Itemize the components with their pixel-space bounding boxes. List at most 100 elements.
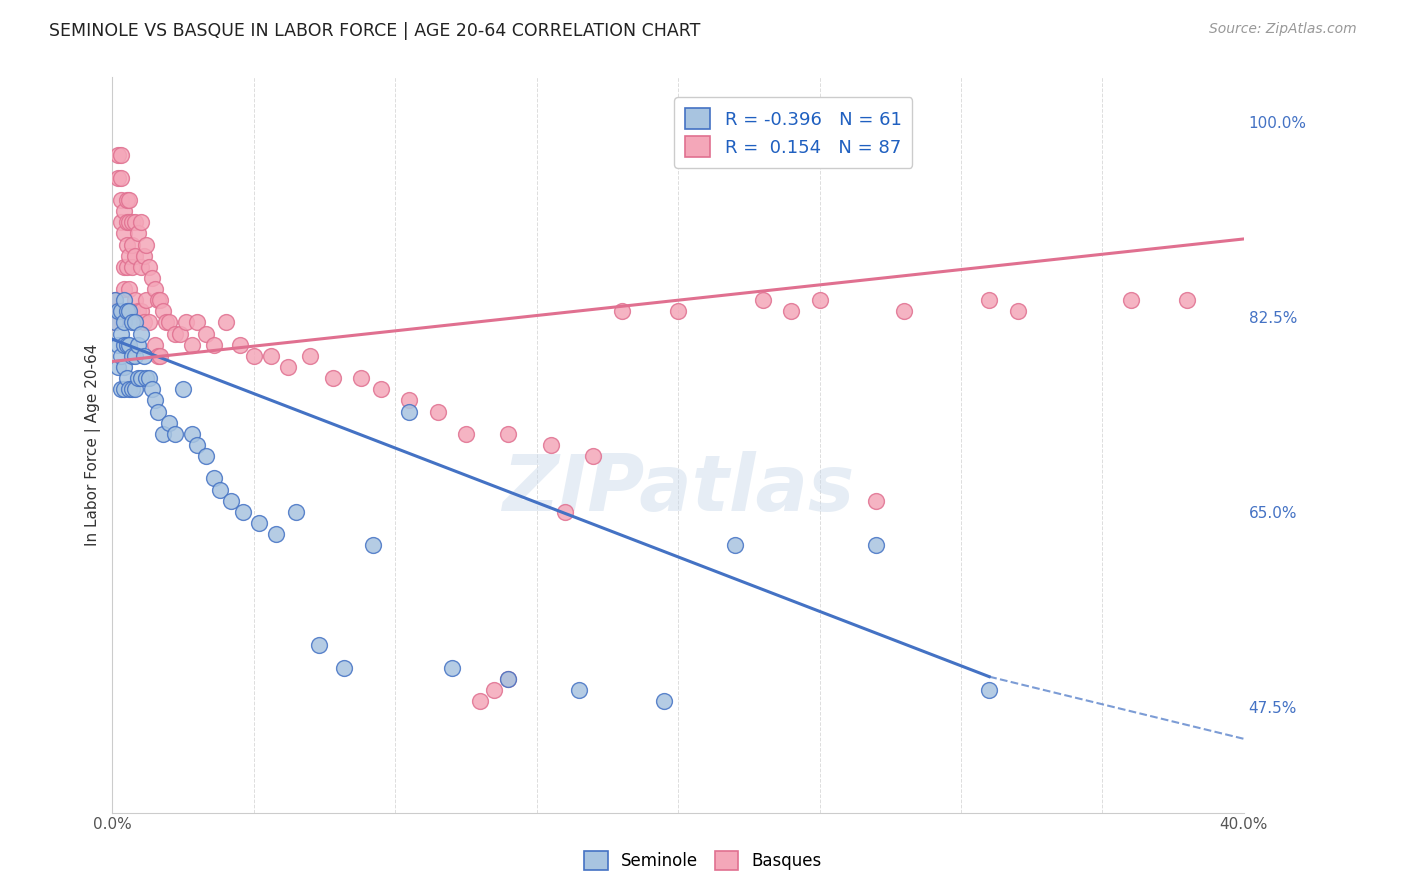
Point bbox=[808, 293, 831, 308]
Point bbox=[107, 304, 129, 318]
Point bbox=[110, 148, 132, 162]
Legend: R = -0.396   N = 61, R =  0.154   N = 87: R = -0.396 N = 61, R = 0.154 N = 87 bbox=[673, 97, 912, 168]
Point bbox=[112, 282, 135, 296]
Point bbox=[666, 304, 689, 318]
Point bbox=[350, 371, 373, 385]
Point bbox=[186, 438, 208, 452]
Point bbox=[249, 516, 271, 530]
Point bbox=[135, 237, 157, 252]
Point bbox=[498, 672, 520, 686]
Point bbox=[121, 304, 143, 318]
Point bbox=[138, 316, 160, 330]
Point bbox=[107, 304, 129, 318]
Point bbox=[104, 293, 127, 308]
Point bbox=[132, 349, 155, 363]
Point bbox=[180, 426, 202, 441]
Point bbox=[118, 337, 141, 351]
Point bbox=[129, 304, 152, 318]
Point bbox=[129, 371, 152, 385]
Point bbox=[202, 471, 225, 485]
Point bbox=[138, 260, 160, 274]
Point bbox=[146, 293, 169, 308]
Point bbox=[138, 371, 160, 385]
Point bbox=[398, 393, 420, 408]
Point bbox=[132, 249, 155, 263]
Point bbox=[110, 326, 132, 341]
Point bbox=[724, 538, 747, 552]
Point bbox=[540, 438, 562, 452]
Y-axis label: In Labor Force | Age 20-64: In Labor Force | Age 20-64 bbox=[86, 343, 101, 546]
Point bbox=[118, 249, 141, 263]
Point bbox=[149, 349, 172, 363]
Point bbox=[127, 304, 149, 318]
Point bbox=[299, 349, 322, 363]
Point bbox=[186, 316, 208, 330]
Point bbox=[893, 304, 915, 318]
Text: ZIPatlas: ZIPatlas bbox=[502, 451, 855, 527]
Point bbox=[157, 416, 180, 430]
Point bbox=[322, 371, 344, 385]
Point bbox=[208, 483, 231, 497]
Point bbox=[163, 426, 186, 441]
Point bbox=[121, 260, 143, 274]
Point bbox=[115, 337, 138, 351]
Point bbox=[146, 349, 169, 363]
Point bbox=[124, 316, 146, 330]
Point bbox=[135, 293, 157, 308]
Point bbox=[107, 170, 129, 185]
Point bbox=[610, 304, 633, 318]
Point bbox=[118, 193, 141, 207]
Point bbox=[112, 204, 135, 219]
Point bbox=[277, 359, 299, 374]
Point bbox=[112, 260, 135, 274]
Point bbox=[112, 382, 135, 396]
Point bbox=[180, 337, 202, 351]
Point bbox=[124, 249, 146, 263]
Point bbox=[107, 337, 129, 351]
Point bbox=[127, 227, 149, 241]
Point bbox=[149, 293, 172, 308]
Point bbox=[135, 371, 157, 385]
Point bbox=[174, 316, 197, 330]
Point bbox=[398, 404, 420, 418]
Point bbox=[426, 404, 449, 418]
Point bbox=[1007, 304, 1029, 318]
Point bbox=[146, 404, 169, 418]
Point bbox=[129, 260, 152, 274]
Point bbox=[1175, 293, 1198, 308]
Point bbox=[110, 170, 132, 185]
Point bbox=[104, 304, 127, 318]
Point bbox=[121, 237, 143, 252]
Point bbox=[127, 371, 149, 385]
Point bbox=[104, 316, 127, 330]
Point bbox=[129, 215, 152, 229]
Point bbox=[228, 337, 250, 351]
Point bbox=[194, 326, 217, 341]
Point bbox=[214, 316, 236, 330]
Point bbox=[361, 538, 384, 552]
Point bbox=[124, 382, 146, 396]
Point bbox=[104, 316, 127, 330]
Point bbox=[865, 493, 887, 508]
Point bbox=[979, 683, 1001, 698]
Point bbox=[652, 694, 675, 708]
Point bbox=[110, 304, 132, 318]
Point bbox=[498, 672, 520, 686]
Point bbox=[110, 215, 132, 229]
Point bbox=[115, 237, 138, 252]
Point bbox=[219, 493, 242, 508]
Point bbox=[143, 282, 166, 296]
Point bbox=[172, 382, 194, 396]
Point bbox=[285, 505, 308, 519]
Point bbox=[979, 293, 1001, 308]
Point bbox=[115, 371, 138, 385]
Point bbox=[110, 382, 132, 396]
Point bbox=[141, 271, 163, 285]
Point bbox=[266, 527, 288, 541]
Point bbox=[107, 359, 129, 374]
Point bbox=[143, 393, 166, 408]
Point bbox=[115, 193, 138, 207]
Point bbox=[582, 449, 605, 463]
Point bbox=[121, 316, 143, 330]
Point bbox=[127, 337, 149, 351]
